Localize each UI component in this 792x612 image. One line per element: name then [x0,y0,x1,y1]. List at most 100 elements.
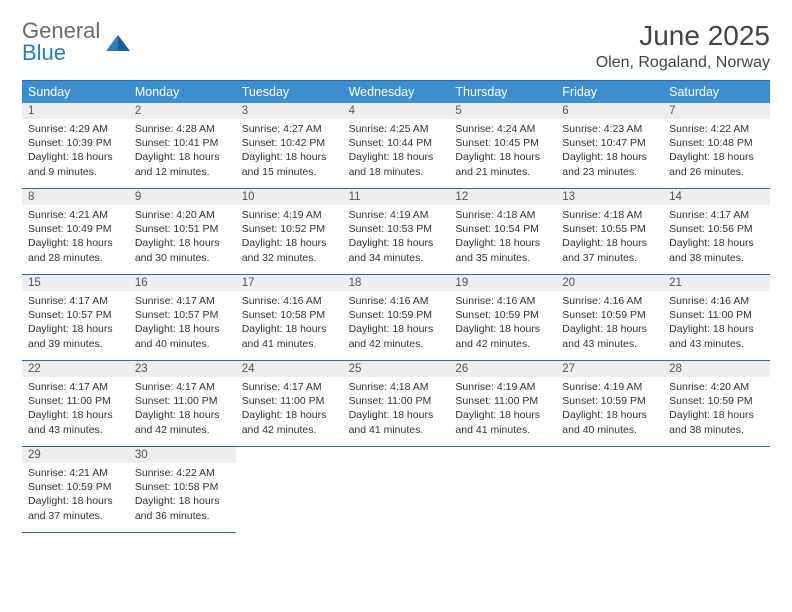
dow-tuesday: Tuesday [236,81,343,103]
sunset-line: Sunset: 10:42 PM [242,136,337,150]
day-cell: 13Sunrise: 4:18 AMSunset: 10:55 PMDaylig… [556,189,663,275]
week-row: 1Sunrise: 4:29 AMSunset: 10:39 PMDayligh… [22,103,770,189]
daylight-line: Daylight: 18 hours and 42 minutes. [135,408,230,436]
dow-thursday: Thursday [449,81,556,103]
location-subtitle: Olen, Rogaland, Norway [596,54,770,72]
day-cell-empty [449,447,556,533]
sunset-line: Sunset: 10:59 PM [669,394,764,408]
day-cell: 24Sunrise: 4:17 AMSunset: 11:00 PMDaylig… [236,361,343,447]
brand-word-1: General [22,20,100,42]
day-number: 5 [449,103,556,119]
day-details: Sunrise: 4:17 AMSunset: 11:00 PMDaylight… [236,377,343,442]
day-cell: 20Sunrise: 4:16 AMSunset: 10:59 PMDaylig… [556,275,663,361]
daylight-line: Daylight: 18 hours and 43 minutes. [28,408,123,436]
day-cell: 5Sunrise: 4:24 AMSunset: 10:45 PMDayligh… [449,103,556,189]
day-details: Sunrise: 4:21 AMSunset: 10:49 PMDaylight… [22,205,129,270]
sunrise-line: Sunrise: 4:22 AM [669,122,764,136]
daylight-line: Daylight: 18 hours and 9 minutes. [28,150,123,178]
day-cell: 10Sunrise: 4:19 AMSunset: 10:52 PMDaylig… [236,189,343,275]
day-number: 24 [236,361,343,377]
day-cell: 2Sunrise: 4:28 AMSunset: 10:41 PMDayligh… [129,103,236,189]
dow-monday: Monday [129,81,236,103]
daylight-line: Daylight: 18 hours and 34 minutes. [349,236,444,264]
day-cell: 18Sunrise: 4:16 AMSunset: 10:59 PMDaylig… [343,275,450,361]
sunset-line: Sunset: 10:58 PM [135,480,230,494]
week-row: 22Sunrise: 4:17 AMSunset: 11:00 PMDaylig… [22,361,770,447]
sunset-line: Sunset: 10:57 PM [28,308,123,322]
day-number: 23 [129,361,236,377]
day-cell: 8Sunrise: 4:21 AMSunset: 10:49 PMDayligh… [22,189,129,275]
day-details: Sunrise: 4:21 AMSunset: 10:59 PMDaylight… [22,463,129,528]
sunrise-line: Sunrise: 4:22 AM [135,466,230,480]
sunrise-line: Sunrise: 4:29 AM [28,122,123,136]
day-cell: 9Sunrise: 4:20 AMSunset: 10:51 PMDayligh… [129,189,236,275]
day-details: Sunrise: 4:17 AMSunset: 10:57 PMDaylight… [129,291,236,356]
day-number: 11 [343,189,450,205]
sunset-line: Sunset: 11:00 PM [242,394,337,408]
sunrise-line: Sunrise: 4:19 AM [455,380,550,394]
calendar: SundayMondayTuesdayWednesdayThursdayFrid… [22,80,770,533]
sunrise-line: Sunrise: 4:20 AM [669,380,764,394]
day-number: 3 [236,103,343,119]
daylight-line: Daylight: 18 hours and 42 minutes. [349,322,444,350]
day-number: 6 [556,103,663,119]
sunrise-line: Sunrise: 4:17 AM [135,380,230,394]
day-cell-empty [556,447,663,533]
day-cell: 26Sunrise: 4:19 AMSunset: 11:00 PMDaylig… [449,361,556,447]
sunset-line: Sunset: 10:56 PM [669,222,764,236]
sunrise-line: Sunrise: 4:16 AM [669,294,764,308]
day-number: 4 [343,103,450,119]
day-details: Sunrise: 4:20 AMSunset: 10:59 PMDaylight… [663,377,770,442]
day-details: Sunrise: 4:18 AMSunset: 10:55 PMDaylight… [556,205,663,270]
sunset-line: Sunset: 11:00 PM [669,308,764,322]
day-number: 16 [129,275,236,291]
day-number: 7 [663,103,770,119]
page-title: June 2025 [596,20,770,52]
day-details: Sunrise: 4:19 AMSunset: 10:52 PMDaylight… [236,205,343,270]
sunrise-line: Sunrise: 4:19 AM [349,208,444,222]
day-cell: 12Sunrise: 4:18 AMSunset: 10:54 PMDaylig… [449,189,556,275]
daylight-line: Daylight: 18 hours and 18 minutes. [349,150,444,178]
day-cell: 25Sunrise: 4:18 AMSunset: 11:00 PMDaylig… [343,361,450,447]
day-number: 17 [236,275,343,291]
sunset-line: Sunset: 10:59 PM [349,308,444,322]
day-number: 10 [236,189,343,205]
day-number: 26 [449,361,556,377]
sunrise-line: Sunrise: 4:19 AM [242,208,337,222]
day-number: 18 [343,275,450,291]
week-row: 15Sunrise: 4:17 AMSunset: 10:57 PMDaylig… [22,275,770,361]
sunset-line: Sunset: 10:47 PM [562,136,657,150]
daylight-line: Daylight: 18 hours and 37 minutes. [562,236,657,264]
sunrise-line: Sunrise: 4:17 AM [28,294,123,308]
sunset-line: Sunset: 10:39 PM [28,136,123,150]
daylight-line: Daylight: 18 hours and 21 minutes. [455,150,550,178]
day-cell-empty [236,447,343,533]
sunrise-line: Sunrise: 4:17 AM [135,294,230,308]
day-cell: 21Sunrise: 4:16 AMSunset: 11:00 PMDaylig… [663,275,770,361]
daylight-line: Daylight: 18 hours and 30 minutes. [135,236,230,264]
sunset-line: Sunset: 10:57 PM [135,308,230,322]
daylight-line: Daylight: 18 hours and 26 minutes. [669,150,764,178]
daylight-line: Daylight: 18 hours and 42 minutes. [242,408,337,436]
sunset-line: Sunset: 10:53 PM [349,222,444,236]
brand-logo: General Blue [22,20,132,64]
day-details: Sunrise: 4:28 AMSunset: 10:41 PMDaylight… [129,119,236,184]
day-cell: 22Sunrise: 4:17 AMSunset: 11:00 PMDaylig… [22,361,129,447]
sunrise-line: Sunrise: 4:24 AM [455,122,550,136]
sunset-line: Sunset: 10:52 PM [242,222,337,236]
day-details: Sunrise: 4:18 AMSunset: 10:54 PMDaylight… [449,205,556,270]
day-details: Sunrise: 4:17 AMSunset: 11:00 PMDaylight… [129,377,236,442]
sunrise-line: Sunrise: 4:16 AM [242,294,337,308]
day-cell-empty [343,447,450,533]
daylight-line: Daylight: 18 hours and 37 minutes. [28,494,123,522]
daylight-line: Daylight: 18 hours and 43 minutes. [562,322,657,350]
daylight-line: Daylight: 18 hours and 35 minutes. [455,236,550,264]
day-number: 28 [663,361,770,377]
sunset-line: Sunset: 11:00 PM [135,394,230,408]
day-details: Sunrise: 4:16 AMSunset: 11:00 PMDaylight… [663,291,770,356]
day-details: Sunrise: 4:22 AMSunset: 10:48 PMDaylight… [663,119,770,184]
day-details: Sunrise: 4:20 AMSunset: 10:51 PMDaylight… [129,205,236,270]
day-details: Sunrise: 4:29 AMSunset: 10:39 PMDaylight… [22,119,129,184]
daylight-line: Daylight: 18 hours and 41 minutes. [349,408,444,436]
day-number: 20 [556,275,663,291]
